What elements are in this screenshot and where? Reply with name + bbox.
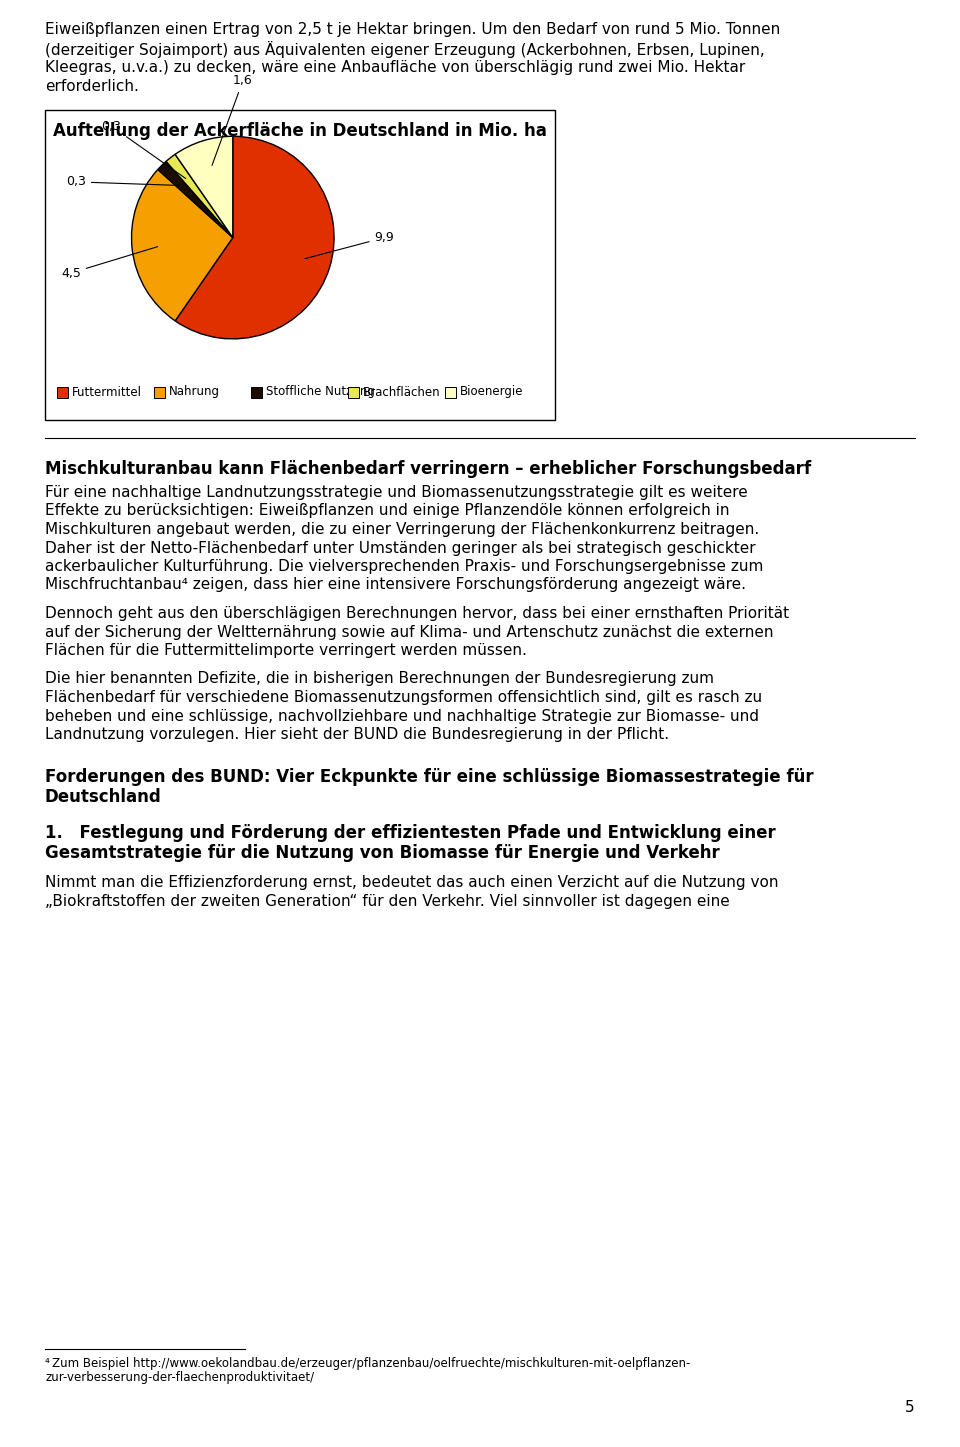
Text: Kleegras, u.v.a.) zu decken, wäre eine Anbaufläche von überschlägig rund zwei Mi: Kleegras, u.v.a.) zu decken, wäre eine A… xyxy=(45,59,745,75)
Text: Brachflächen: Brachflächen xyxy=(363,385,441,398)
Text: Flächen für die Futtermittelimporte verringert werden müssen.: Flächen für die Futtermittelimporte verr… xyxy=(45,642,527,658)
Text: Flächenbedarf für verschiedene Biomassenutzungsformen offensichtlich sind, gilt : Flächenbedarf für verschiedene Biomassen… xyxy=(45,690,762,705)
Text: Bioenergie: Bioenergie xyxy=(460,385,523,398)
Text: Daher ist der Netto-Flächenbedarf unter Umständen geringer als bei strategisch g: Daher ist der Netto-Flächenbedarf unter … xyxy=(45,541,756,556)
Text: erforderlich.: erforderlich. xyxy=(45,80,139,94)
Text: Deutschland: Deutschland xyxy=(45,789,161,806)
Text: Nahrung: Nahrung xyxy=(169,385,220,398)
Text: ackerbaulicher Kulturführung. Die vielversprechenden Praxis- und Forschungsergeb: ackerbaulicher Kulturführung. Die vielve… xyxy=(45,559,763,574)
Text: Forderungen des BUND: Vier Eckpunkte für eine schlüssige Biomassestrategie für: Forderungen des BUND: Vier Eckpunkte für… xyxy=(45,767,814,786)
Text: Effekte zu berücksichtigen: Eiweißpflanzen und einige Pflanzendöle können erfolg: Effekte zu berücksichtigen: Eiweißpflanz… xyxy=(45,504,730,518)
Text: 0,3: 0,3 xyxy=(102,120,185,178)
Bar xyxy=(57,386,68,398)
Bar xyxy=(251,386,262,398)
Text: Die hier benannten Defizite, die in bisherigen Berechnungen der Bundesregierung : Die hier benannten Defizite, die in bish… xyxy=(45,671,714,686)
Bar xyxy=(348,386,359,398)
Text: 5: 5 xyxy=(905,1401,915,1415)
Text: „Biokraftstoffen der zweiten Generation“ für den Verkehr. Viel sinnvoller ist da: „Biokraftstoffen der zweiten Generation“… xyxy=(45,894,730,909)
Text: ⁴ Zum Beispiel http://www.oekolandbau.de/erzeuger/pflanzenbau/oelfruechte/mischk: ⁴ Zum Beispiel http://www.oekolandbau.de… xyxy=(45,1357,690,1370)
Wedge shape xyxy=(132,169,233,321)
Bar xyxy=(154,386,165,398)
Text: (derzeitiger Sojaimport) aus Äquivalenten eigener Erzeugung (Ackerbohnen, Erbsen: (derzeitiger Sojaimport) aus Äquivalente… xyxy=(45,41,765,58)
Bar xyxy=(45,110,555,420)
Text: 1. Festlegung und Förderung der effizientesten Pfade und Entwicklung einer: 1. Festlegung und Förderung der effizien… xyxy=(45,823,776,842)
Text: auf der Sicherung der Weltternährung sowie auf Klima- und Artenschutz zunächst d: auf der Sicherung der Weltternährung sow… xyxy=(45,625,774,640)
Text: Futtermittel: Futtermittel xyxy=(72,385,142,398)
Text: Gesamtstrategie für die Nutzung von Biomasse für Energie und Verkehr: Gesamtstrategie für die Nutzung von Biom… xyxy=(45,845,720,862)
Text: 9,9: 9,9 xyxy=(305,232,395,259)
Wedge shape xyxy=(157,162,233,237)
Text: Dennoch geht aus den überschlägigen Berechnungen hervor, dass bei einer ernsthaf: Dennoch geht aus den überschlägigen Bere… xyxy=(45,606,789,621)
Text: 1,6: 1,6 xyxy=(212,74,252,165)
Text: 0,3: 0,3 xyxy=(66,175,179,188)
Text: Für eine nachhaltige Landnutzungsstrategie und Biomassenutzungsstrategie gilt es: Für eine nachhaltige Landnutzungsstrateg… xyxy=(45,485,748,501)
Text: Eiweißpflanzen einen Ertrag von 2,5 t je Hektar bringen. Um den Bedarf von rund : Eiweißpflanzen einen Ertrag von 2,5 t je… xyxy=(45,22,780,38)
Text: Mischfruchtanbau⁴ zeigen, dass hier eine intensivere Forschungsförderung angezei: Mischfruchtanbau⁴ zeigen, dass hier eine… xyxy=(45,577,746,592)
Wedge shape xyxy=(175,136,334,339)
Text: Mischkulturen angebaut werden, die zu einer Verringerung der Flächenkonkurrenz b: Mischkulturen angebaut werden, die zu ei… xyxy=(45,522,759,537)
Text: Landnutzung vorzulegen. Hier sieht der BUND die Bundesregierung in der Pflicht.: Landnutzung vorzulegen. Hier sieht der B… xyxy=(45,726,669,742)
Wedge shape xyxy=(175,136,233,237)
Wedge shape xyxy=(166,155,233,237)
Text: beheben und eine schlüssige, nachvollziehbare und nachhaltige Strategie zur Biom: beheben und eine schlüssige, nachvollzie… xyxy=(45,709,759,724)
Text: 4,5: 4,5 xyxy=(61,246,157,279)
Text: Mischkulturanbau kann Flächenbedarf verringern – erheblicher Forschungsbedarf: Mischkulturanbau kann Flächenbedarf verr… xyxy=(45,460,811,478)
Text: Nimmt man die Effizienzforderung ernst, bedeutet das auch einen Verzicht auf die: Nimmt man die Effizienzforderung ernst, … xyxy=(45,875,779,890)
Text: zur-verbesserung-der-flaechenproduktivitaet/: zur-verbesserung-der-flaechenproduktivit… xyxy=(45,1370,314,1383)
Text: Aufteilung der Ackerfläche in Deutschland in Mio. ha: Aufteilung der Ackerfläche in Deutschlan… xyxy=(53,122,547,140)
Text: Stoffliche Nutzung: Stoffliche Nutzung xyxy=(266,385,374,398)
Bar xyxy=(445,386,456,398)
